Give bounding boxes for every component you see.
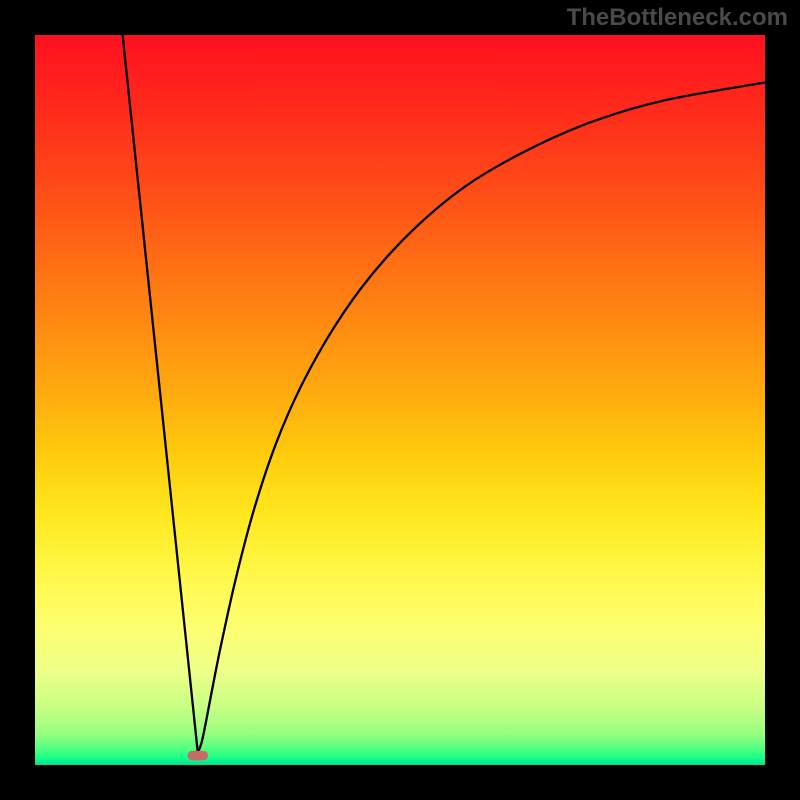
chart-container: TheBottleneck.com	[0, 0, 800, 800]
watermark-text: TheBottleneck.com	[567, 4, 788, 32]
bottleneck-plot	[35, 35, 765, 765]
plot-frame	[35, 35, 765, 765]
